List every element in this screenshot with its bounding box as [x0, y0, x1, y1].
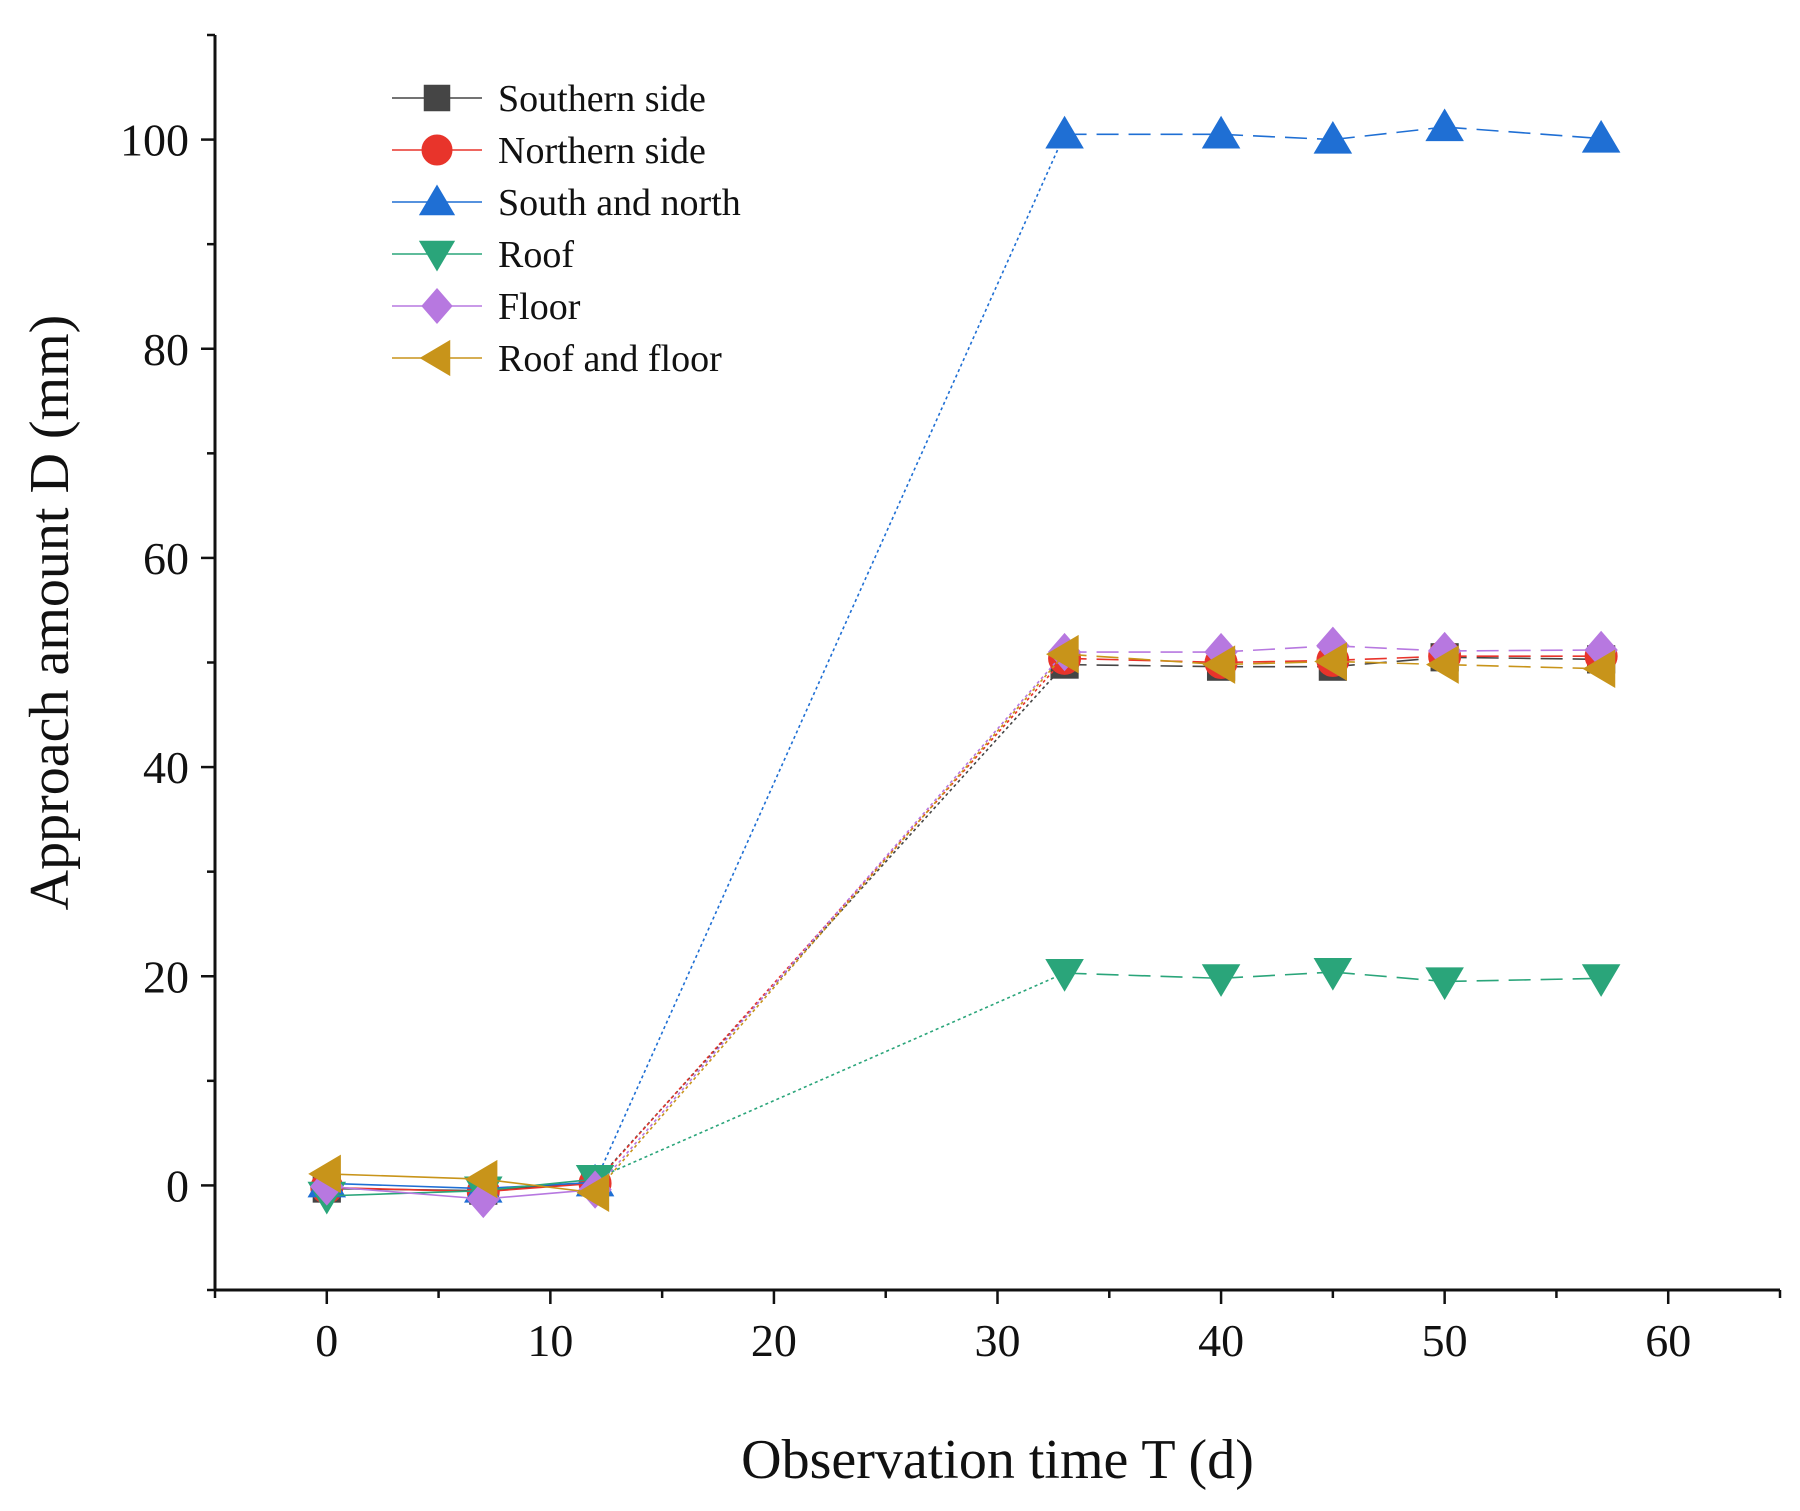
data-point	[1201, 115, 1241, 149]
y-tick-label: 40	[143, 742, 189, 793]
legend: Southern side Northern side South and nort…	[392, 78, 741, 380]
x-tick-label: 60	[1645, 1315, 1691, 1366]
x-tick-label: 50	[1422, 1315, 1468, 1366]
data-point	[1581, 964, 1621, 997]
data-point	[464, 1159, 498, 1199]
x-axis-title: Observation time T (d)	[741, 1429, 1254, 1491]
series-roof-and-floor	[308, 634, 1616, 1213]
legend-label: Northern side	[498, 130, 706, 172]
legend-marker	[419, 339, 451, 377]
x-tick-label: 10	[527, 1315, 573, 1366]
legend-item: Southern side	[392, 78, 706, 120]
series-line-segment	[1444, 663, 1602, 670]
series-line-segment	[594, 664, 1066, 1183]
x-tick-label: 0	[315, 1315, 338, 1366]
legend-marker	[423, 84, 451, 112]
data-point	[1582, 649, 1616, 689]
series-line-segment	[1444, 656, 1602, 661]
data-point	[576, 1173, 610, 1213]
data-point	[308, 1154, 341, 1194]
data-point	[1426, 645, 1459, 684]
series-line-segment	[1064, 657, 1222, 664]
series-northern-side	[310, 639, 1618, 1209]
series-line-segment	[1064, 663, 1222, 668]
series-line-segment	[1064, 653, 1222, 666]
series-line-segment	[483, 1178, 596, 1192]
legend-label: Roof	[498, 234, 574, 276]
legend-label: Floor	[498, 286, 581, 328]
series-line-segment	[1221, 644, 1333, 653]
series-line-segment	[483, 1182, 596, 1193]
data-point	[1045, 959, 1084, 992]
series-layer	[307, 108, 1621, 1219]
legend-marker	[421, 287, 453, 325]
data-point	[1313, 957, 1353, 991]
x-tick-label: 20	[751, 1315, 797, 1366]
x-tick-label: 40	[1198, 1315, 1244, 1366]
x-tick-label: 30	[975, 1315, 1021, 1366]
series-line-segment	[1221, 971, 1333, 980]
legend-item: South and north	[392, 182, 741, 224]
series-line-segment	[594, 972, 1065, 1180]
legend-label: Southern side	[498, 78, 706, 120]
series-line-segment	[326, 1185, 484, 1200]
legend-marker	[421, 134, 453, 166]
data-point	[1202, 645, 1236, 684]
series-roof	[307, 957, 1621, 1215]
legend-item: Floor	[392, 286, 581, 328]
series-line-segment	[1221, 660, 1333, 666]
data-point	[1313, 120, 1353, 154]
data-point	[1425, 108, 1464, 142]
series-line-segment	[326, 1182, 484, 1190]
series-floor	[310, 626, 1618, 1219]
data-point	[1425, 967, 1464, 1001]
series-line-segment	[594, 653, 1066, 1194]
series-line-segment	[1444, 126, 1602, 140]
series-line-segment	[1332, 660, 1445, 666]
legend-label: Roof and floor	[498, 338, 722, 380]
legend-item: Roof and floor	[392, 338, 722, 380]
series-line-segment	[1221, 133, 1333, 141]
legend-marker	[418, 184, 456, 216]
series-line-segment	[594, 651, 1066, 1191]
series-line-segment	[594, 134, 1066, 1183]
y-tick-label: 20	[143, 951, 189, 1002]
series-line-segment	[326, 1173, 484, 1180]
y-tick-label: 0	[166, 1160, 189, 1211]
legend-label: South and north	[498, 182, 741, 224]
axes-layer: 0 20 40 60 80 100 0 10 20 30 40 50 60 Observation tim…	[19, 33, 1782, 1491]
legend-item: Roof	[392, 234, 574, 276]
y-tick-label: 60	[143, 533, 189, 584]
series-line-segment	[1332, 126, 1445, 141]
series-line-segment	[1221, 659, 1333, 664]
series-line-segment	[1444, 977, 1602, 983]
data-point	[1045, 115, 1084, 149]
data-point	[1314, 642, 1347, 681]
legend-marker	[418, 240, 456, 272]
series-line-segment	[1332, 655, 1445, 662]
legend-item: Northern side	[392, 130, 706, 172]
series-line-segment	[1332, 656, 1445, 668]
data-point	[1045, 634, 1079, 674]
series-line-segment	[483, 1178, 596, 1194]
series-line-segment	[1332, 644, 1445, 652]
data-point	[1201, 964, 1241, 997]
series-line-segment	[1444, 649, 1602, 652]
y-axis-title: Approach amount D (mm)	[19, 315, 81, 911]
y-tick-label: 100	[120, 115, 189, 166]
data-point	[1581, 119, 1621, 153]
series-line-segment	[1064, 972, 1222, 980]
y-tick-label: 80	[143, 324, 189, 375]
series-line-segment	[1332, 971, 1445, 983]
series-southern-side	[312, 643, 1616, 1205]
